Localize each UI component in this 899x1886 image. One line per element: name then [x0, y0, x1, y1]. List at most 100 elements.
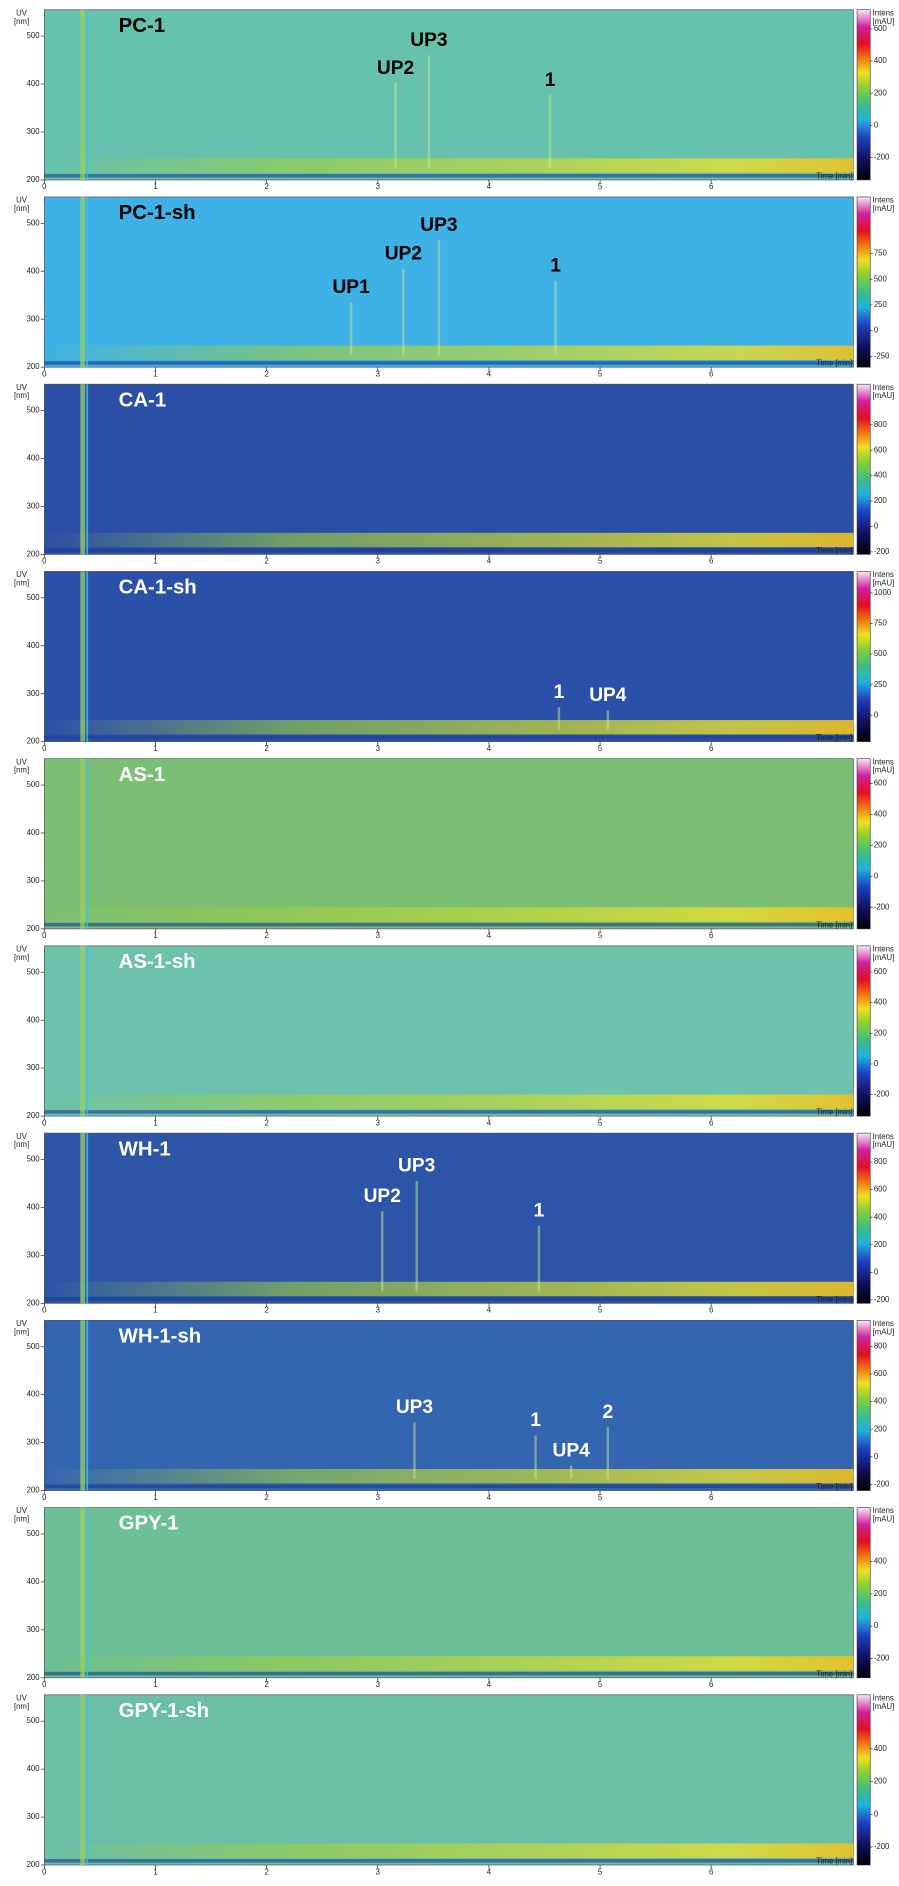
x-tick-label: 3 [376, 1493, 380, 1502]
peak-label: 1 [534, 1200, 545, 1221]
colorbar-unit: [mAU] [873, 1327, 895, 1336]
colorbar-tick-label: 200 [874, 88, 888, 97]
y-tick-label: 400 [27, 1015, 41, 1024]
colorbar-tick-label: 400 [874, 1212, 888, 1221]
x-tick-label: 6 [709, 1118, 713, 1127]
x-tick-label: 1 [153, 1493, 157, 1502]
y-axis-unit: [nm] [14, 204, 29, 213]
x-tick-label: 3 [376, 182, 380, 191]
baseline-band [44, 907, 853, 921]
x-tick-label: 4 [487, 1306, 492, 1315]
y-tick-label: 300 [27, 1063, 41, 1072]
panel-title: PC-1 [119, 15, 165, 37]
baseline-edge [44, 1297, 853, 1301]
solvent-front [80, 1133, 85, 1303]
colorbar-tick-label: 600 [874, 445, 888, 454]
x-axis-label: Time [min] [816, 1108, 852, 1117]
colorbar-unit: [mAU] [873, 204, 895, 213]
x-tick-label: 0 [42, 182, 47, 191]
x-tick-label: 5 [598, 369, 602, 378]
solvent-front-core [86, 384, 88, 554]
colorbar [857, 384, 870, 554]
panel-title: GPY-1-sh [119, 1700, 210, 1722]
y-tick-label: 500 [27, 1529, 41, 1538]
x-tick-label: 4 [487, 931, 492, 940]
colorbar [857, 1508, 870, 1678]
x-tick-label: 4 [487, 1118, 492, 1127]
x-tick-label: 2 [264, 1680, 268, 1689]
colorbar-tick-label: 0 [874, 1267, 879, 1276]
baseline-band [44, 1656, 853, 1670]
colorbar-tick-label: 500 [874, 274, 888, 283]
x-tick-label: 4 [487, 1493, 492, 1502]
colorbar-tick-label: 400 [874, 998, 888, 1007]
y-axis-unit: [nm] [14, 953, 29, 962]
baseline-band [44, 1469, 853, 1483]
colorbar-tick-label: 400 [874, 809, 888, 818]
y-tick-label: 400 [27, 1764, 41, 1773]
colorbar-tick-label: 400 [874, 471, 888, 480]
x-tick-label: 1 [153, 931, 157, 940]
y-tick-label: 400 [27, 266, 41, 275]
baseline-edge [44, 736, 853, 740]
x-tick-label: 5 [598, 1118, 602, 1127]
solvent-front-core [86, 1695, 88, 1865]
colorbar-unit: [mAU] [873, 578, 895, 587]
x-tick-label: 0 [42, 1118, 47, 1127]
baseline-edge [44, 548, 853, 552]
colorbar-tick-label: 0 [874, 1059, 879, 1068]
x-tick-label: 2 [264, 557, 268, 566]
y-axis-unit: [nm] [14, 391, 29, 400]
baseline-band [44, 346, 853, 360]
colorbar-tick-label: 200 [874, 1028, 888, 1037]
x-tick-label: 3 [376, 931, 380, 940]
y-tick-label: 500 [27, 218, 41, 227]
y-tick-label: 300 [27, 1250, 41, 1259]
solvent-front-core [86, 10, 88, 180]
colorbar-tick-label: 600 [874, 24, 888, 33]
colorbar-tick-label: 800 [874, 1342, 888, 1351]
panel-title: CA-1-sh [119, 577, 197, 599]
colorbar [857, 946, 870, 1116]
x-tick-label: 6 [709, 1867, 713, 1876]
panel-title: WH-1 [119, 1138, 171, 1160]
y-axis-unit: [nm] [14, 1327, 29, 1336]
colorbar-tick-label: 200 [874, 1424, 888, 1433]
solvent-front-core [86, 197, 88, 367]
colorbar-tick-label: 0 [874, 326, 879, 335]
y-axis-unit: [nm] [14, 766, 29, 775]
colorbar [857, 759, 870, 929]
x-tick-label: 0 [42, 931, 47, 940]
x-tick-label: 6 [709, 1680, 713, 1689]
colorbar-tick-label: -250 [874, 351, 890, 360]
solvent-front [80, 10, 85, 180]
colorbar-tick-label: 200 [874, 1589, 888, 1598]
peak-label: UP2 [377, 58, 414, 79]
x-tick-label: 4 [487, 182, 492, 191]
y-tick-label: 400 [27, 79, 41, 88]
baseline-edge [44, 1672, 853, 1676]
baseline-edge [44, 361, 853, 365]
x-axis-label: Time [min] [816, 359, 852, 368]
colorbar-tick-label: 200 [874, 1240, 888, 1249]
x-tick-label: 0 [42, 1306, 47, 1315]
colorbar-tick-label: 200 [874, 840, 888, 849]
colorbar [857, 1695, 870, 1865]
y-axis-unit: [nm] [14, 1702, 29, 1711]
panel: UV[nm]2003004005000123456Time [min]Inten… [14, 8, 894, 191]
x-tick-label: 1 [153, 1867, 157, 1876]
x-axis-label: Time [min] [816, 1669, 852, 1678]
x-tick-label: 3 [376, 744, 380, 753]
y-axis-unit: [nm] [14, 578, 29, 587]
y-tick-label: 200 [27, 1486, 41, 1495]
solvent-front-core [86, 1508, 88, 1678]
colorbar-tick-label: 750 [874, 249, 888, 258]
y-tick-label: 500 [27, 31, 41, 40]
y-tick-label: 200 [27, 1298, 41, 1307]
colorbar-tick-label: -200 [874, 1479, 890, 1488]
x-tick-label: 2 [264, 1867, 268, 1876]
y-tick-label: 500 [27, 967, 41, 976]
x-tick-label: 6 [709, 369, 713, 378]
colorbar-tick-label: -200 [874, 1842, 890, 1851]
